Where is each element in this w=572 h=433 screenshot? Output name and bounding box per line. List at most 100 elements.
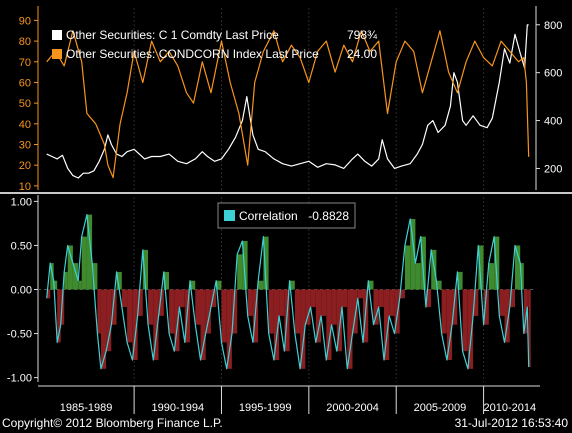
- correlation-fill-54: [315, 289, 321, 343]
- correlation-fill-0: [46, 289, 51, 299]
- correlation-fill-8: [78, 280, 82, 290]
- correlation-fill-6: [67, 245, 73, 290]
- correlation-fill-5: [64, 271, 68, 290]
- top-legend-label-1: Other Securities: CONDCORN Index Last Pr…: [66, 47, 319, 61]
- correlation-fill-13: [100, 289, 107, 369]
- correlation-fill-78: [441, 289, 447, 334]
- top-left-tick-label-2: 30: [19, 140, 31, 152]
- correlation-fill-2: [53, 280, 58, 290]
- correlation-fill-39: [237, 254, 243, 290]
- correlation-fill-49: [289, 280, 295, 290]
- correlation-fill-1: [50, 263, 54, 290]
- top-legend-swatch-0: [52, 30, 62, 40]
- correlation-fill-24: [158, 289, 164, 316]
- correlation-fill-91: [509, 289, 515, 308]
- correlation-fill-92: [515, 245, 521, 290]
- correlation-fill-14: [106, 289, 112, 352]
- correlation-fill-33: [205, 289, 211, 334]
- correlation-fill-44: [263, 236, 269, 290]
- correlation-fill-59: [342, 289, 348, 308]
- x-tick-label-2: 1995-1999: [239, 402, 292, 414]
- top-left-tick-label-6: 70: [19, 57, 31, 69]
- correlation-fill-85: [478, 245, 484, 290]
- top-left-tick-label-8: 90: [19, 15, 31, 27]
- bottom-legend-box: [217, 202, 356, 229]
- correlation-fill-35: [216, 280, 222, 290]
- correlation-fill-36: [221, 289, 227, 343]
- correlation-fill-21: [142, 249, 148, 290]
- correlation-fill-56: [326, 289, 332, 360]
- top-right-tick-label-1: 400: [544, 116, 562, 128]
- correlation-fill-37: [226, 289, 232, 369]
- correlation-fill-46: [273, 289, 280, 360]
- correlation-fill-3: [57, 289, 61, 343]
- correlation-fill-47: [279, 289, 285, 316]
- top-left-tick-label-5: 60: [19, 77, 31, 89]
- correlation-fill-95: [527, 289, 529, 308]
- top-left-tick-label-3: 40: [19, 119, 31, 131]
- bottom-tick-label-4: -1.00: [7, 373, 32, 385]
- correlation-fill-52: [305, 289, 311, 325]
- correlation-fill-96: [528, 289, 531, 367]
- correlation-fill-27: [174, 289, 180, 352]
- top-panel: 10 20 30 40 50 60 70 80 90 200 400 600 800 Other Secu…: [19, 6, 562, 193]
- correlation-fill-50: [294, 289, 301, 334]
- top-plot-area: [38, 6, 536, 192]
- correlation-fill-7: [72, 263, 79, 290]
- correlation-fill-62: [357, 289, 363, 299]
- correlation-fill-83: [467, 289, 474, 369]
- correlation-fill-94: [523, 289, 528, 334]
- correlation-fill-67: [384, 289, 390, 360]
- correlation-fill-74: [420, 236, 426, 290]
- footer: Copyright© 2012 Bloomberg Finance L.P. 3…: [0, 414, 572, 433]
- correlation-fill-11: [92, 263, 98, 290]
- bottom-legend-swatch: [224, 210, 235, 221]
- top-right-tick-label-3: 800: [544, 20, 562, 32]
- correlation-fill-45: [268, 289, 274, 334]
- copyright-text: Copyright© 2012 Bloomberg Finance L.P.: [2, 416, 223, 430]
- correlation-fill-25: [163, 271, 169, 290]
- correlation-fill-80: [452, 289, 458, 325]
- top-left-tick-label-7: 80: [19, 36, 31, 48]
- correlation-fill-66: [378, 289, 384, 308]
- correlation-fill-61: [352, 289, 358, 334]
- correlation-fill-31: [195, 289, 201, 325]
- correlation-fill-68: [389, 289, 395, 316]
- condcorn-index-line: [46, 30, 530, 179]
- correlation-fill-90: [504, 289, 510, 343]
- x-tick-label-1: 1990-1994: [151, 402, 204, 414]
- bottom-tick-label-0: 1.00: [11, 196, 32, 208]
- top-legend-swatch-1: [52, 49, 62, 59]
- correlation-fill-88: [494, 236, 500, 290]
- x-tick-label-3: 2000-2004: [326, 402, 379, 414]
- correlation-fill-73: [415, 263, 421, 290]
- x-tick-label-0: 1985-1989: [60, 402, 113, 414]
- bottom-tick-label-2: 0.00: [11, 285, 32, 297]
- correlation-fill-57: [331, 289, 337, 325]
- correlation-fill-69: [394, 289, 400, 334]
- correlation-fill-64: [368, 280, 374, 290]
- top-left-tick-label-4: 50: [19, 98, 31, 110]
- correlation-fill-51: [300, 289, 306, 369]
- x-axis: 1985-1989 1990-1994 1995-1999 2000-2004 2005…: [38, 385, 540, 414]
- correlation-fill-77: [436, 280, 442, 290]
- correlation-fill-60: [347, 289, 353, 369]
- correlation-fill-89: [499, 289, 505, 316]
- correlation-fill-81: [457, 271, 463, 290]
- correlation-fill-28: [179, 289, 185, 308]
- correlation-fill-32: [200, 289, 206, 360]
- correlation-fill-23: [153, 289, 159, 360]
- correlation-fill-41: [247, 289, 253, 316]
- correlation-fill-19: [132, 289, 138, 360]
- correlation-fill-71: [404, 245, 411, 290]
- top-legend-label-0: Other Securities: C 1 Comdty Last Price: [66, 28, 279, 42]
- correlation-fill-76: [431, 249, 437, 290]
- timestamp-text: 31-Jul-2012 16:53:40: [454, 416, 568, 430]
- correlation-fill-22: [148, 289, 154, 325]
- correlation-fill-30: [190, 280, 196, 290]
- top-right-tick-label-2: 600: [544, 68, 562, 80]
- correlation-fill-65: [373, 289, 379, 325]
- correlation-fill-34: [211, 289, 217, 308]
- bottom-tick-label-3: -0.50: [7, 329, 32, 341]
